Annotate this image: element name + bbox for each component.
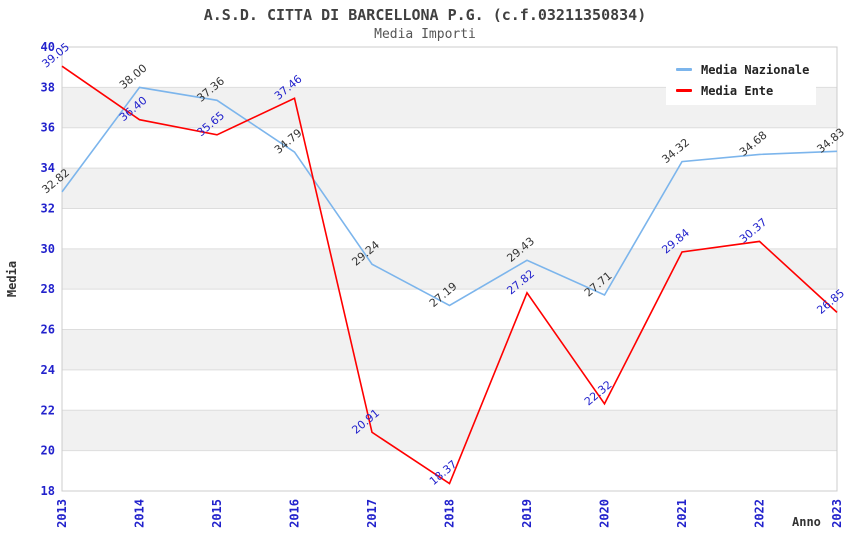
band	[62, 168, 837, 209]
x-tick-label: 2014	[133, 499, 147, 528]
band	[62, 410, 837, 451]
y-tick-label: 26	[41, 323, 55, 337]
legend-label: Media Ente	[701, 83, 774, 98]
y-tick-label: 36	[41, 121, 55, 135]
x-tick-label: 2018	[443, 499, 457, 528]
point-label: 30.37	[737, 216, 769, 246]
x-tick-label: 2019	[520, 499, 534, 528]
y-tick-label: 32	[41, 201, 55, 215]
x-tick-label: 2015	[210, 499, 224, 528]
y-tick-label: 24	[41, 363, 55, 377]
legend-label: Media Nazionale	[701, 62, 810, 77]
y-tick-label: 40	[41, 40, 55, 54]
y-tick-label: 34	[41, 161, 55, 175]
x-tick-label: 2022	[753, 499, 767, 528]
point-label: 26.85	[815, 287, 847, 317]
x-tick-label: 2023	[830, 499, 844, 528]
chart-title: A.S.D. CITTA DI BARCELLONA P.G. (c.f.032…	[203, 6, 647, 24]
x-tick-label: 2021	[675, 499, 689, 528]
x-tick-label: 2016	[288, 499, 302, 528]
legend-item-media-nazionale: Media Nazionale	[676, 63, 816, 77]
x-tick-label: 2020	[598, 499, 612, 528]
series-line-nazionale	[61, 86, 838, 307]
legend-line-swatch-red	[676, 89, 692, 92]
x-tick-label: 2017	[365, 499, 379, 528]
legend-item-media-ente: Media Ente	[676, 84, 816, 98]
plot-border	[61, 46, 838, 492]
legend: Media Nazionale Media Ente	[666, 55, 816, 105]
point-label: 34.79	[272, 126, 304, 156]
y-tick-label: 38	[41, 80, 55, 94]
legend-line-swatch-blue	[676, 68, 692, 71]
y-tick-label: 28	[41, 282, 55, 296]
series-line-ente	[61, 65, 838, 485]
x-axis-title: Anno	[792, 515, 821, 529]
y-axis-title: Media	[5, 260, 19, 298]
y-tick-label: 20	[41, 444, 55, 458]
y-tick-label: 30	[41, 242, 55, 256]
y-tick-label: 18	[41, 484, 55, 498]
chart-subtitle: Media Importi	[374, 27, 476, 42]
band	[62, 329, 837, 370]
x-tick-label: 2013	[55, 499, 69, 528]
y-tick-label: 22	[41, 403, 55, 417]
band	[62, 248, 837, 290]
